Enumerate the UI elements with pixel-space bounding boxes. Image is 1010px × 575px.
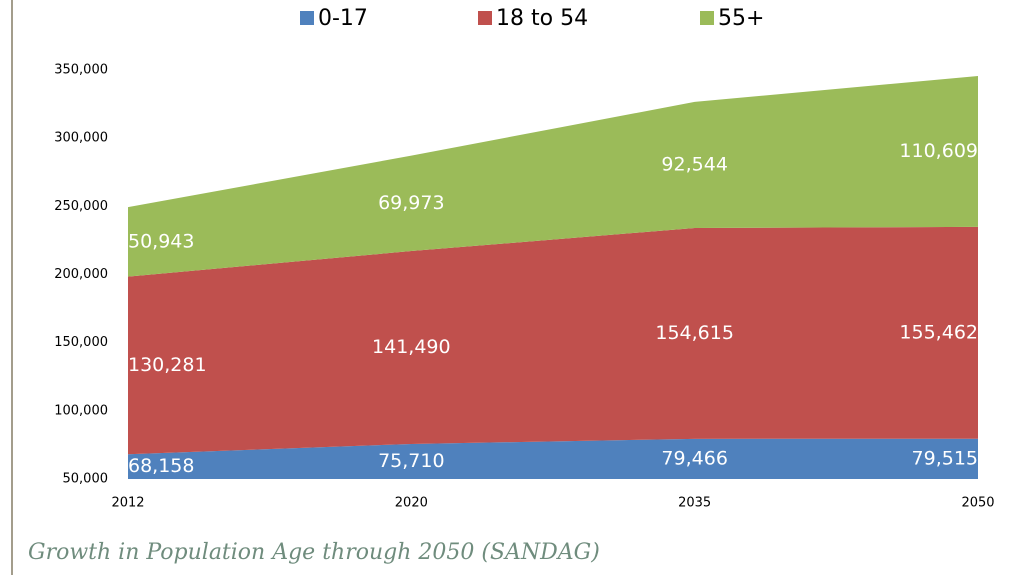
area [128, 226, 978, 455]
data-label: 75,710 [378, 450, 444, 472]
y-tick-label: 250,000 [54, 199, 108, 214]
y-tick-label: 200,000 [54, 267, 108, 282]
y-tick-label: 300,000 [54, 131, 108, 146]
legend-label: 55+ [718, 6, 764, 31]
data-label: 110,609 [899, 140, 978, 162]
x-tick-label: 2050 [961, 496, 994, 511]
data-label: 79,515 [912, 447, 978, 469]
data-label: 68,158 [128, 455, 194, 477]
legend-swatch [478, 11, 492, 25]
area [128, 438, 978, 479]
data-label: 50,943 [128, 230, 194, 252]
data-label: 79,466 [661, 447, 727, 469]
y-tick-label: 50,000 [63, 472, 109, 487]
data-label: 154,615 [655, 322, 734, 344]
x-tick-label: 2020 [395, 496, 428, 511]
area [128, 76, 978, 277]
data-label: 130,281 [128, 354, 207, 376]
legend-swatch [700, 11, 714, 25]
data-label: 69,973 [378, 192, 444, 214]
x-tick-label: 2035 [678, 496, 711, 511]
legend-swatch [300, 11, 314, 25]
legend-label: 18 to 54 [496, 6, 588, 31]
y-tick-label: 350,000 [54, 63, 108, 78]
x-tick-label: 2012 [111, 496, 144, 511]
data-label: 92,544 [661, 153, 727, 175]
data-label: 155,462 [899, 321, 978, 343]
caption: Growth in Population Age through 2050 (S… [28, 540, 600, 565]
data-label: 141,490 [372, 336, 451, 358]
y-tick-label: 150,000 [54, 335, 108, 350]
plot-area [128, 76, 978, 479]
legend-label: 0-17 [318, 6, 368, 31]
y-tick-label: 100,000 [54, 403, 108, 418]
